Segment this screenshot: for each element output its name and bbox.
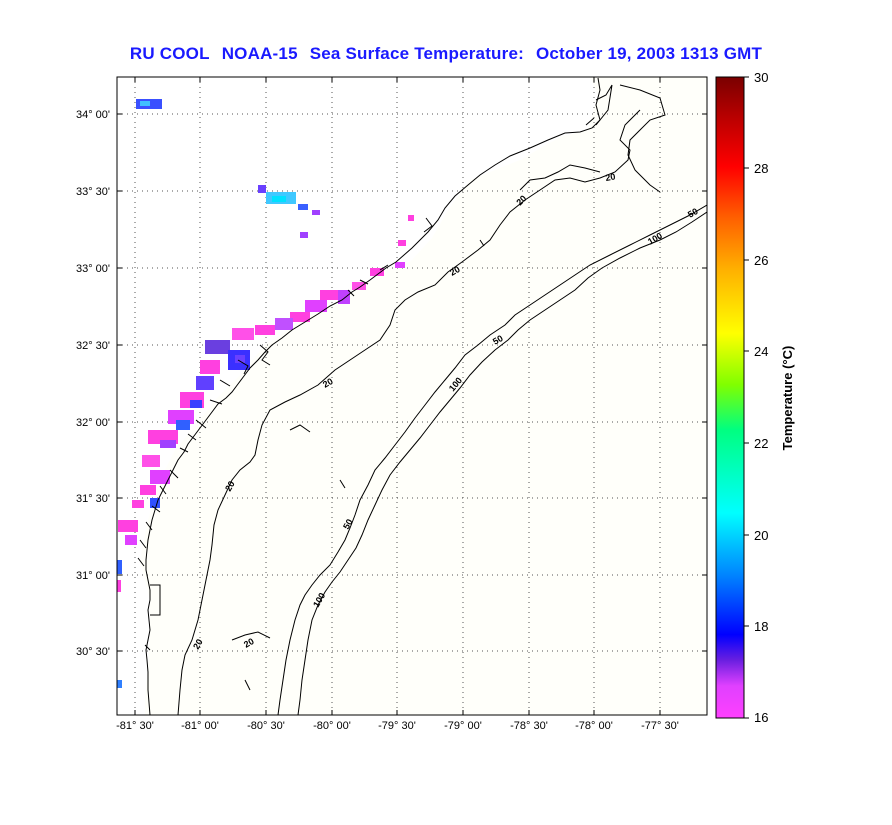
coastline bbox=[145, 77, 601, 715]
lat-label: 33° 00' bbox=[76, 263, 110, 275]
colorbar-tick: 22 bbox=[754, 436, 768, 451]
colorbar-tick: 20 bbox=[754, 528, 768, 543]
contour-label: 20 bbox=[191, 637, 205, 651]
lat-label: 31° 30' bbox=[76, 493, 110, 505]
lon-label: -77° 30' bbox=[641, 720, 679, 732]
plot-frame bbox=[116, 76, 708, 716]
map-title: RU COOL NOAA-15 Sea Surface Temperature: Oc… bbox=[0, 44, 892, 64]
colorbar-ramp bbox=[715, 76, 745, 719]
latitude-labels: 34° 00' 33° 30' 33° 00' 32° 30' 32° 00' … bbox=[76, 109, 110, 658]
contour-label: 20 bbox=[242, 636, 256, 650]
colorbar-label: Temperature (°C) bbox=[780, 346, 795, 451]
contour-label: 20 bbox=[448, 264, 462, 278]
title-part-date: October 19, 2003 1313 GMT bbox=[535, 44, 763, 63]
lat-label: 32° 30' bbox=[76, 340, 110, 352]
contour-label: 20 bbox=[223, 479, 237, 493]
contour-label: 50 bbox=[341, 517, 355, 531]
colorbar: 30 28 26 24 22 20 18 16 Temperature (°C) bbox=[715, 70, 795, 725]
title-part-satellite: NOAA-15 bbox=[221, 44, 298, 63]
colorbar-tick: 30 bbox=[754, 70, 768, 85]
lon-label: -81° 30' bbox=[116, 720, 154, 732]
colorbar-tick: 18 bbox=[754, 619, 768, 634]
colorbar-tick: 28 bbox=[754, 161, 768, 176]
lon-label: -80° 30' bbox=[247, 720, 285, 732]
lon-label: -79° 30' bbox=[378, 720, 416, 732]
isobath-20m bbox=[177, 109, 641, 715]
lon-label: -80° 00' bbox=[313, 720, 351, 732]
title-part-product: Sea Surface Temperature: bbox=[309, 44, 524, 63]
lon-label: -81° 00' bbox=[181, 720, 219, 732]
title-part-source: RU COOL bbox=[129, 44, 210, 63]
isobath-50m bbox=[277, 204, 707, 715]
lat-label: 30° 30' bbox=[76, 646, 110, 658]
contour-label: 20 bbox=[605, 171, 617, 183]
lon-label: -78° 00' bbox=[575, 720, 613, 732]
land-area bbox=[117, 77, 598, 715]
axis-ticks bbox=[117, 77, 707, 715]
coastal-islands bbox=[137, 84, 666, 651]
sst-pixels bbox=[117, 99, 414, 688]
lat-label: 31° 00' bbox=[76, 570, 110, 582]
contour-label: 50 bbox=[491, 333, 505, 347]
isobath-20m-shoal bbox=[231, 164, 601, 691]
lat-label: 32° 00' bbox=[76, 417, 110, 429]
lat-label: 33° 30' bbox=[76, 186, 110, 198]
isobath-100m bbox=[297, 211, 707, 715]
colorbar-tick: 24 bbox=[754, 344, 768, 359]
lon-label: -78° 30' bbox=[510, 720, 548, 732]
colorbar-tick: 26 bbox=[754, 253, 768, 268]
lon-label: -79° 00' bbox=[444, 720, 482, 732]
longitude-labels: -81° 30' -81° 00' -80° 30' -80° 00' -79°… bbox=[116, 720, 679, 732]
contour-label: 50 bbox=[686, 206, 700, 220]
contour-label: 20 bbox=[321, 376, 335, 390]
lat-label: 34° 00' bbox=[76, 109, 110, 121]
contour-labels: 20 20 20 20 20 20 20 50 50 50 100 100 10… bbox=[191, 171, 700, 651]
colorbar-tick: 16 bbox=[754, 710, 768, 725]
